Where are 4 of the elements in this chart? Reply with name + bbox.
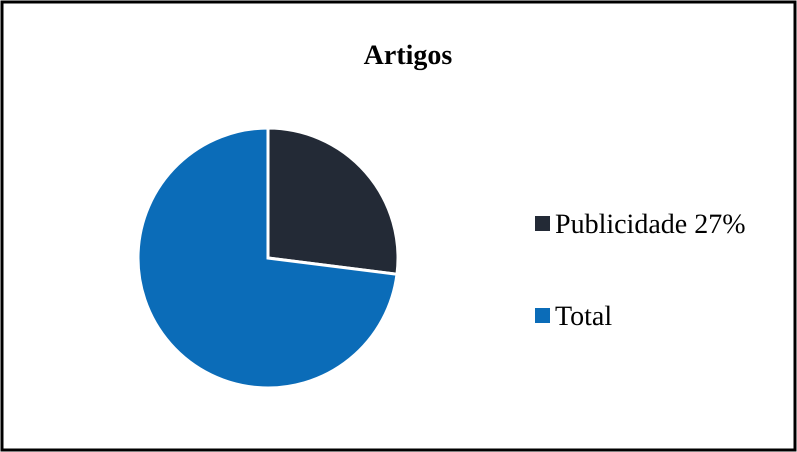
chart-title: Artigos (364, 40, 452, 71)
pie-slice (136, 126, 398, 390)
legend-label: Publicidade 27% (555, 209, 746, 240)
legend-label: Total (555, 301, 612, 332)
